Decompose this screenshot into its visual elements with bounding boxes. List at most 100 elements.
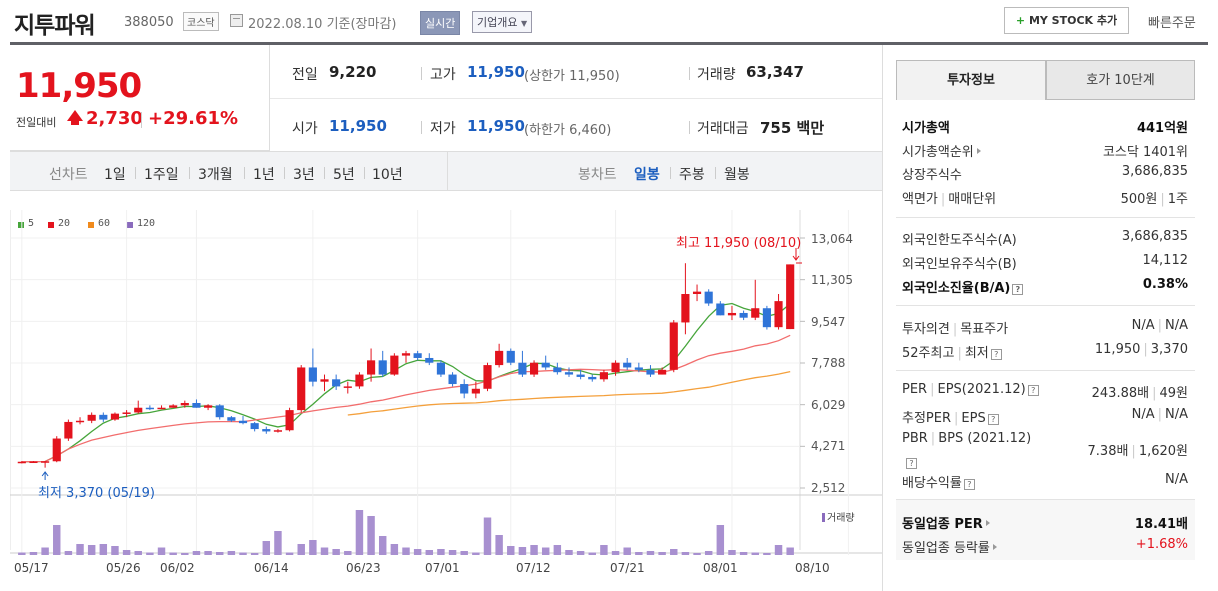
amount-value: 755 백만 xyxy=(760,119,825,137)
volume-bar xyxy=(670,549,678,555)
volume-bar xyxy=(111,546,119,555)
tab-10y[interactable]: 10년 xyxy=(372,167,403,183)
volume-bar xyxy=(507,546,515,555)
help-icon[interactable]: ? xyxy=(1027,385,1039,396)
volume-label: 거래량 xyxy=(697,67,736,83)
add-my-stock-button[interactable]: + MY STOCK 추가 xyxy=(1004,7,1129,34)
low-value: 11,950 xyxy=(467,117,525,135)
candle-body xyxy=(436,362,445,375)
x-tick: 05/26 xyxy=(106,561,141,575)
divider: | xyxy=(1157,318,1162,333)
candle-body xyxy=(75,420,85,423)
volume-bar xyxy=(530,545,538,555)
up-arrow-icon xyxy=(67,110,83,121)
opinion-target-label: 투자의견 | 목표주가 xyxy=(902,318,1008,337)
listed-shares-value: 3,686,835 xyxy=(1121,164,1188,179)
x-tick: 07/12 xyxy=(516,561,551,575)
help-icon[interactable]: ? xyxy=(990,349,1002,360)
realtime-button[interactable]: 실시간 xyxy=(420,11,461,35)
sector-rate-link[interactable]: 동일업종 등락률 xyxy=(902,537,997,556)
candle-body xyxy=(518,362,527,375)
volume-bar xyxy=(204,551,212,555)
volume-bar xyxy=(786,547,794,555)
chevron-down-icon: ▼ xyxy=(520,19,528,28)
w52-label: 52주최고 | 최저? xyxy=(902,342,1002,361)
help-icon[interactable]: ? xyxy=(963,479,975,490)
divider xyxy=(689,67,690,80)
candle-body xyxy=(134,407,143,413)
help-icon[interactable]: ? xyxy=(906,458,917,469)
market-badge: 코스닥 xyxy=(183,12,219,31)
candle-body xyxy=(41,461,50,463)
market-cap-rank-link[interactable]: 시가총액순위 xyxy=(902,141,981,160)
market-cap-value: 441억원 xyxy=(1136,121,1188,136)
pbr-label: PBR xyxy=(902,431,928,446)
candle-body xyxy=(204,405,213,408)
divider xyxy=(447,152,448,190)
tab-1y[interactable]: 1년 xyxy=(253,167,275,183)
candle-body xyxy=(681,294,690,323)
divider: | xyxy=(940,192,946,207)
candle-body xyxy=(157,407,166,410)
candle-body xyxy=(669,322,678,370)
help-icon[interactable]: ? xyxy=(987,414,999,425)
candle-body xyxy=(448,374,457,385)
per-eps-value: 243.88배 | 49원 xyxy=(1092,382,1188,401)
tab-orderbook-10[interactable]: 호가 10단계 xyxy=(1046,60,1195,100)
base-date: 2022.08.10 기준(장마감) xyxy=(248,17,397,32)
quick-order-link[interactable]: 빠른주문 xyxy=(1148,16,1196,31)
candle-body xyxy=(611,362,620,373)
w52-value: 11,950 | 3,370 xyxy=(1095,342,1188,357)
par-unit-value: 500원 | 1주 xyxy=(1121,188,1188,207)
volume-bar xyxy=(413,549,422,555)
volume-bar xyxy=(146,552,154,555)
open-label: 시가 xyxy=(292,121,318,137)
tab-1w[interactable]: 1주일 xyxy=(144,167,179,183)
foreign-hold-value: 14,112 xyxy=(1142,253,1189,268)
dividend-label-group: 배당수익률? xyxy=(902,472,975,491)
candle-body xyxy=(541,362,550,368)
company-overview-dropdown[interactable]: 기업개요 ▼ xyxy=(472,11,533,33)
tab-monthly[interactable]: 월봉 xyxy=(724,167,750,183)
candle-body xyxy=(308,367,317,382)
candle-body xyxy=(495,350,504,366)
help-icon[interactable]: ? xyxy=(1012,284,1024,295)
sector-per-value: 18.41배 xyxy=(1134,517,1188,532)
divider: | xyxy=(1157,407,1162,422)
change-rate: +29.61% xyxy=(148,108,239,129)
low-marker-arrow xyxy=(41,471,49,477)
volume-legend-label: 거래량 xyxy=(827,513,855,524)
legend-swatch-5 xyxy=(18,222,24,228)
volume-bar xyxy=(425,550,434,555)
volume-bar xyxy=(64,551,73,555)
candlestick-chart[interactable] xyxy=(10,210,882,560)
est-per-label: 추정PER xyxy=(902,411,952,426)
tab-1d[interactable]: 1일 xyxy=(104,167,126,183)
candle-body xyxy=(227,417,236,421)
volume-value: 63,347 xyxy=(746,63,804,81)
chevron-right-icon xyxy=(976,148,981,154)
tab-3m[interactable]: 3개월 xyxy=(198,167,233,183)
unit-value: 1주 xyxy=(1167,192,1188,207)
divider xyxy=(284,167,285,179)
tab-investment-info[interactable]: 투자정보 xyxy=(896,60,1046,100)
chevron-right-icon xyxy=(985,520,990,526)
candle-body xyxy=(87,414,96,421)
x-tick: 07/21 xyxy=(610,561,645,575)
divider xyxy=(141,112,142,128)
foreign-hold-label: 외국인보유주식수(B) xyxy=(902,257,1017,272)
volume-bar xyxy=(483,517,492,555)
tab-5y[interactable]: 5년 xyxy=(333,167,355,183)
tab-daily[interactable]: 일봉 xyxy=(634,167,660,183)
chart-tab-bar xyxy=(10,151,882,191)
tab-weekly[interactable]: 주봉 xyxy=(679,167,705,183)
x-tick: 06/23 xyxy=(346,561,381,575)
volume-bar xyxy=(227,551,236,555)
volume-bar xyxy=(169,552,177,555)
tab-3y[interactable]: 3년 xyxy=(293,167,315,183)
y-tick: 2,512 xyxy=(811,481,846,495)
volume-bar xyxy=(53,525,61,555)
divider xyxy=(670,167,671,179)
sector-per-link[interactable]: 동일업종 PER xyxy=(902,513,990,532)
sector-per-label: 동일업종 PER xyxy=(902,517,983,532)
